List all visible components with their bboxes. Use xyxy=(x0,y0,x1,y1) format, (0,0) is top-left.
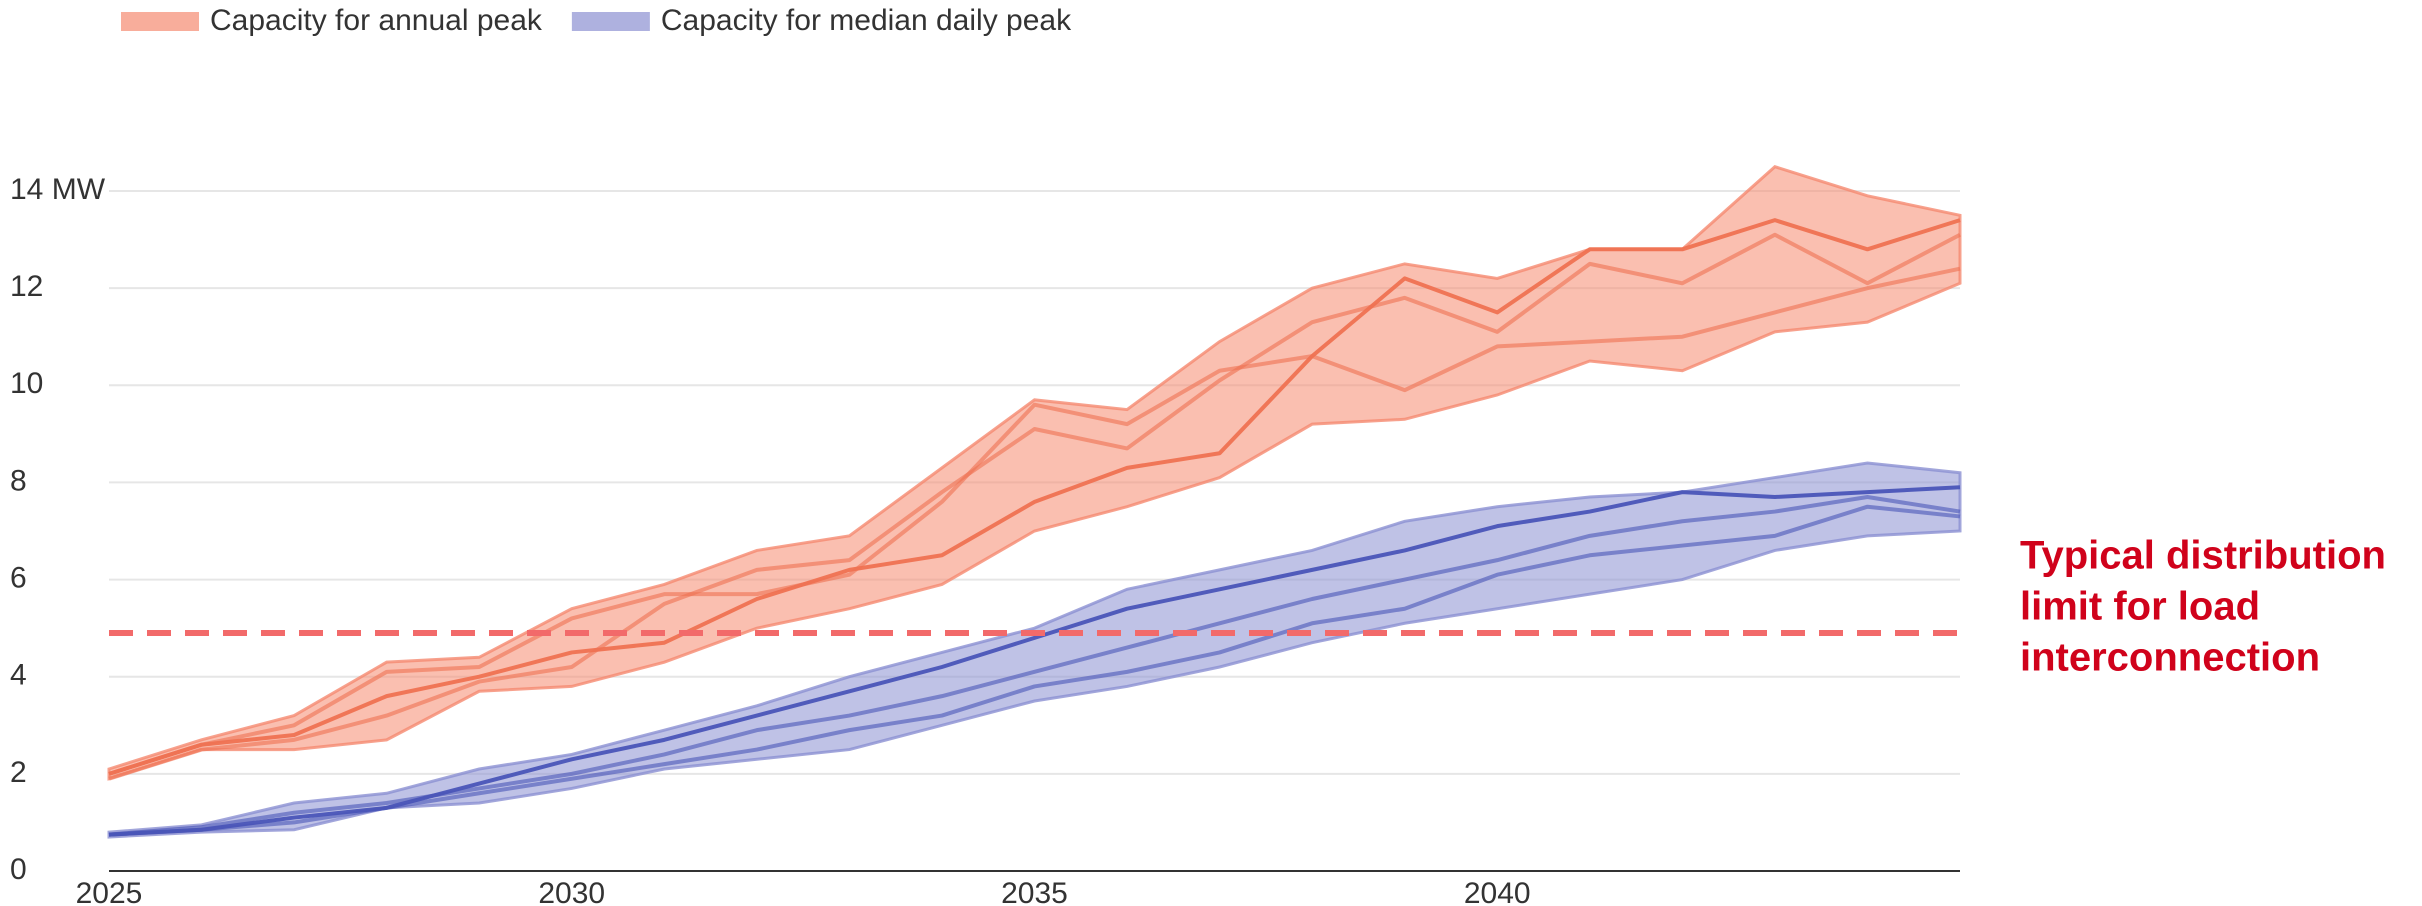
y-tick-label: 2 xyxy=(10,756,27,789)
legend-label: Capacity for median daily peak xyxy=(661,4,1072,37)
band-area xyxy=(107,461,1962,839)
legend-label: Capacity for annual peak xyxy=(210,4,543,37)
y-tick-label: 0 xyxy=(10,853,27,886)
x-tick-label: 2030 xyxy=(538,877,605,906)
legend-swatch xyxy=(121,12,199,31)
x-tick-label: 2040 xyxy=(1464,877,1531,906)
reference-label: limit for load xyxy=(2020,585,2260,629)
reference-label: Typical distribution xyxy=(2020,534,2386,578)
legend-swatch xyxy=(571,12,650,31)
y-tick-label: 14 MW xyxy=(10,173,106,206)
y-tick-label: 10 xyxy=(10,367,43,400)
series-line xyxy=(108,218,1961,776)
series-line xyxy=(108,266,1961,776)
series-line xyxy=(108,495,1961,837)
series-line xyxy=(108,504,1961,837)
y-tick-label: 4 xyxy=(10,659,27,692)
band-area xyxy=(107,165,1962,781)
y-tick-label: 6 xyxy=(10,561,27,594)
series-line xyxy=(108,232,1961,781)
x-tick-label: 2035 xyxy=(1001,877,1068,906)
y-tick-label: 12 xyxy=(10,270,43,303)
x-tick-label: 2025 xyxy=(76,877,143,906)
y-tick-label: 8 xyxy=(10,464,27,497)
reference-label: interconnection xyxy=(2020,636,2320,680)
